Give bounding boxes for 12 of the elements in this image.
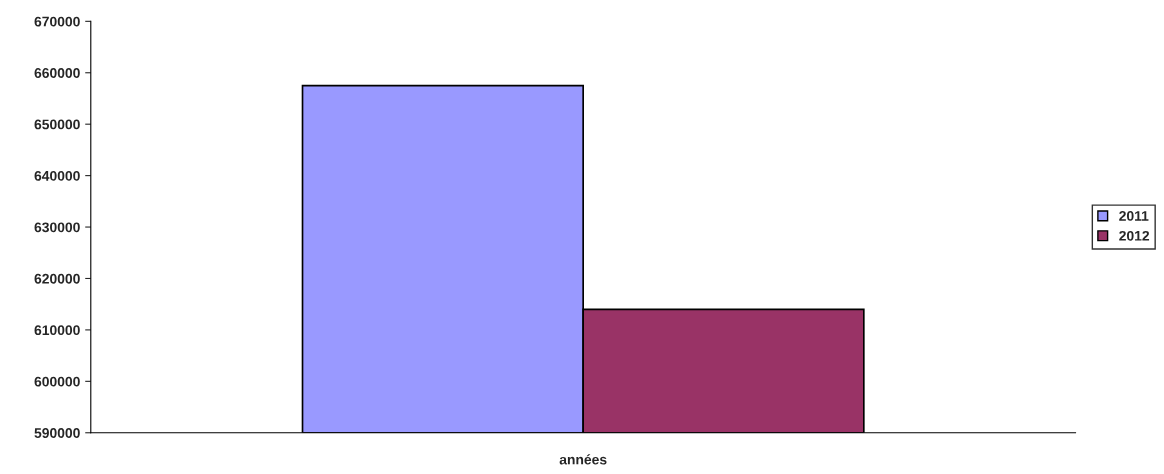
y-tick-label: 620000 <box>34 273 80 284</box>
x-axis-title: années <box>559 454 607 465</box>
y-tick-label: 630000 <box>34 222 80 233</box>
y-tick-label: 600000 <box>34 376 80 387</box>
y-tick-label: 590000 <box>34 428 80 438</box>
y-tick-label: 610000 <box>34 325 80 336</box>
legend-label: 2012 <box>1119 230 1150 241</box>
y-tick-label: 660000 <box>34 68 80 78</box>
y-tick-label: 670000 <box>34 16 80 27</box>
y-tick-label: 640000 <box>34 170 80 181</box>
legend-label: 2011 <box>1119 210 1149 221</box>
y-tick-label: 650000 <box>34 119 80 130</box>
